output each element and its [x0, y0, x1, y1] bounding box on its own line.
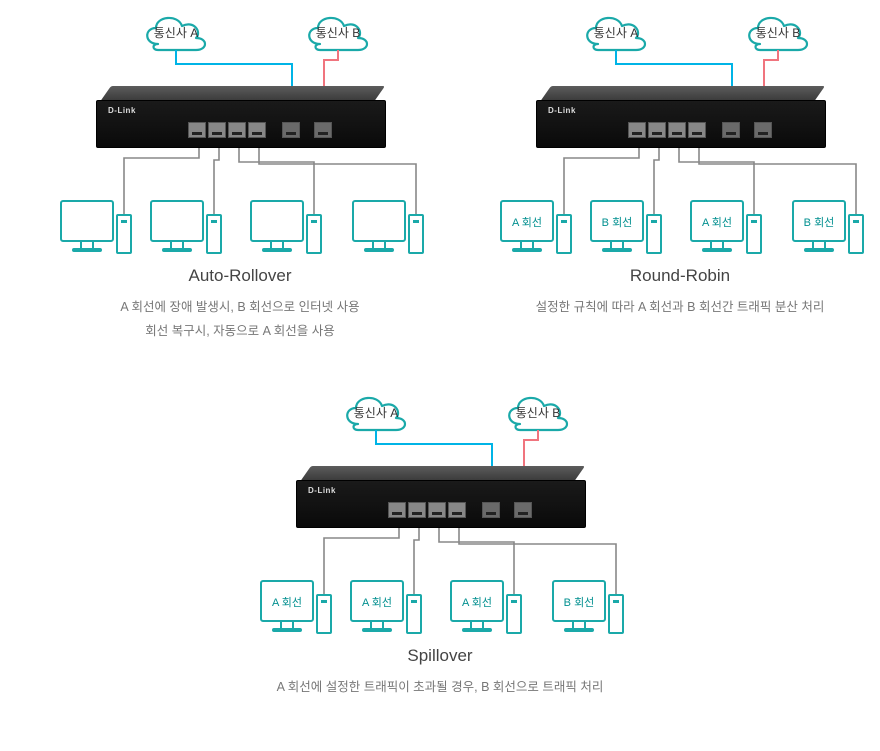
cloud-isp-b: 통신사 B	[740, 10, 816, 54]
panel-title: Round-Robin	[480, 266, 880, 286]
client-pc: A 회선	[500, 200, 572, 258]
cloud-isp-b: 통신사 B	[300, 10, 376, 54]
diagram-area: 통신사 A 통신사 B D-Link A 회선 A 회선	[240, 390, 640, 640]
cloud-isp-b: 통신사 B	[500, 390, 576, 434]
cloud-isp-a: 통신사 A	[338, 390, 414, 434]
panel-title: Auto-Rollover	[40, 266, 440, 286]
network-switch: D-Link	[96, 82, 386, 154]
pc-label: A 회선	[504, 214, 550, 230]
pc-label: B 회선	[796, 214, 842, 230]
cloud-label: 통신사 A	[578, 24, 654, 41]
panel-auto: 통신사 A 통신사 B D-Link	[40, 10, 440, 344]
client-pc	[250, 200, 322, 258]
network-switch: D-Link	[296, 462, 586, 534]
desc-line: A 회선에 장애 발생시, B 회선으로 인터넷 사용	[40, 296, 440, 320]
panel-desc: 설정한 규칙에 따라 A 회선과 B 회선간 트래픽 분산 처리	[480, 296, 880, 320]
panel-rr: 통신사 A 통신사 B D-Link A 회선 B 회선	[480, 10, 880, 320]
cloud-label: 통신사 B	[500, 404, 576, 421]
lan-port	[208, 122, 226, 138]
cloud-label: 통신사 A	[338, 404, 414, 421]
wan-port-a	[282, 122, 300, 138]
pc-label: A 회선	[354, 594, 400, 610]
panel-spill: 통신사 A 통신사 B D-Link A 회선 A 회선	[240, 390, 640, 700]
client-pc: B 회선	[552, 580, 624, 638]
lan-port	[428, 502, 446, 518]
pc-label: B 회선	[594, 214, 640, 230]
cloud-label: 통신사 A	[138, 24, 214, 41]
pc-label: A 회선	[694, 214, 740, 230]
panel-desc: A 회선에 설정한 트래픽이 초과될 경우, B 회선으로 트래픽 처리	[240, 676, 640, 700]
client-pc: B 회선	[792, 200, 864, 258]
wan-port-b	[514, 502, 532, 518]
desc-line: 설정한 규칙에 따라 A 회선과 B 회선간 트래픽 분산 처리	[480, 296, 880, 320]
lan-port	[248, 122, 266, 138]
desc-line: 회선 복구시, 자동으로 A 회선을 사용	[40, 320, 440, 344]
lan-port	[668, 122, 686, 138]
client-pc: B 회선	[590, 200, 662, 258]
switch-brand: D-Link	[548, 106, 576, 115]
wan-port-a	[482, 502, 500, 518]
wan-port-b	[314, 122, 332, 138]
client-pc: A 회선	[690, 200, 762, 258]
wan-port-b	[754, 122, 772, 138]
pc-label: B 회선	[556, 594, 602, 610]
client-pc	[352, 200, 424, 258]
desc-line: A 회선에 설정한 트래픽이 초과될 경우, B 회선으로 트래픽 처리	[240, 676, 640, 700]
client-pc: A 회선	[260, 580, 332, 638]
diagram-area: 통신사 A 통신사 B D-Link	[40, 10, 440, 260]
panel-desc: A 회선에 장애 발생시, B 회선으로 인터넷 사용회선 복구시, 자동으로 …	[40, 296, 440, 344]
lan-port	[188, 122, 206, 138]
client-pc: A 회선	[450, 580, 522, 638]
lan-port	[688, 122, 706, 138]
pc-label: A 회선	[454, 594, 500, 610]
lan-port	[448, 502, 466, 518]
client-pc: A 회선	[350, 580, 422, 638]
pc-label: A 회선	[264, 594, 310, 610]
lan-port	[628, 122, 646, 138]
client-pc	[150, 200, 222, 258]
cloud-isp-a: 통신사 A	[138, 10, 214, 54]
lan-port	[228, 122, 246, 138]
cloud-label: 통신사 B	[740, 24, 816, 41]
switch-brand: D-Link	[108, 106, 136, 115]
lan-port	[388, 502, 406, 518]
lan-port	[408, 502, 426, 518]
panel-title: Spillover	[240, 646, 640, 666]
network-switch: D-Link	[536, 82, 826, 154]
lan-port	[648, 122, 666, 138]
cloud-label: 통신사 B	[300, 24, 376, 41]
wan-port-a	[722, 122, 740, 138]
client-pc	[60, 200, 132, 258]
diagram-area: 통신사 A 통신사 B D-Link A 회선 B 회선	[480, 10, 880, 260]
cloud-isp-a: 통신사 A	[578, 10, 654, 54]
switch-brand: D-Link	[308, 486, 336, 495]
